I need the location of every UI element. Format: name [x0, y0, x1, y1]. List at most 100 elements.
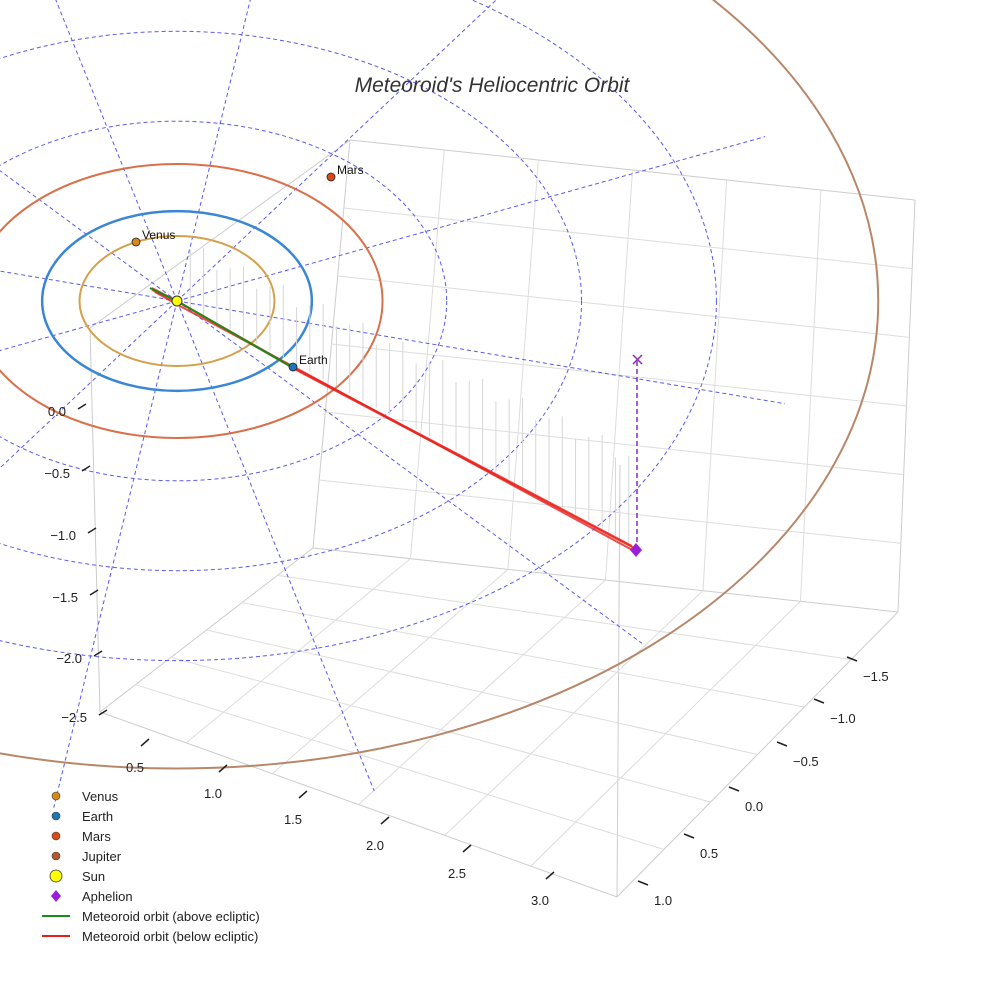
- y-tick-label: −1.5: [863, 669, 889, 684]
- legend-label: Aphelion: [82, 888, 133, 904]
- floor-grid-line: [277, 574, 852, 660]
- meteoroid-orbit: [149, 287, 638, 553]
- legend-swatch: [51, 831, 61, 841]
- legend-swatch: [49, 869, 63, 883]
- z-tick-mark: [98, 709, 108, 716]
- z-tick-mark: [81, 465, 91, 472]
- legend-swatch: [51, 890, 61, 902]
- legend-dot: [51, 791, 61, 801]
- legend-item: Mars: [38, 826, 260, 846]
- y-tick-mark: [813, 698, 825, 704]
- y-tick-mark: [683, 833, 695, 839]
- orbit-venus: [78, 235, 276, 367]
- orbit-earth: [40, 209, 314, 393]
- x-tick-mark: [298, 790, 308, 799]
- y-tick-label: 0.0: [745, 799, 763, 814]
- z-tick-mark: [93, 650, 103, 657]
- planet-label-mars: Mars: [337, 163, 364, 177]
- wall-grid-line: [800, 189, 822, 602]
- y-tick-mark: [637, 880, 649, 886]
- x-tick-label: 3.0: [531, 893, 549, 908]
- legend-dot: [51, 851, 61, 861]
- box-edge: [89, 327, 101, 713]
- planet-label-earth: Earth: [299, 353, 328, 367]
- x-tick-label: 2.0: [366, 838, 384, 853]
- orbit-mars: [0, 163, 384, 439]
- legend-item: Aphelion: [38, 886, 260, 906]
- z-tick-label: −2.0: [56, 651, 82, 666]
- z-tick-mark: [77, 403, 87, 410]
- x-tick-label: 0.5: [126, 760, 144, 775]
- y-tick-mark: [776, 741, 788, 747]
- wall-grid-line: [702, 179, 728, 591]
- x-tick-label: 1.5: [284, 812, 302, 827]
- box-edge: [616, 464, 621, 898]
- radial-spoke: [176, 300, 643, 644]
- y-tick-mark: [728, 786, 740, 792]
- sun-marker: [171, 295, 183, 307]
- z-tick-mark: [87, 527, 97, 534]
- planet-earth: [288, 362, 298, 372]
- legend-item: Venus: [38, 786, 260, 806]
- chart-title: Meteoroid's Heliocentric Orbit: [354, 74, 630, 97]
- legend-label: Mars: [82, 828, 111, 844]
- grid-lines: [135, 149, 913, 867]
- z-tick-label: −2.5: [61, 710, 87, 725]
- orbit-jupiter: [0, 0, 880, 770]
- legend-item: Earth: [38, 806, 260, 826]
- z-tick-mark: [89, 589, 99, 596]
- legend-label: Meteoroid orbit (below ecliptic): [82, 928, 259, 944]
- axes-box: [89, 139, 916, 898]
- x-tick-mark: [380, 816, 390, 825]
- legend-diamond: [51, 890, 61, 902]
- reference-circle: [0, 30, 582, 572]
- z-tick-label: −1.0: [50, 528, 76, 543]
- aphelion-marker: [630, 543, 642, 557]
- radial-spoke: [0, 300, 178, 469]
- markers: Venus Earth Mars: [131, 163, 643, 557]
- aphelion-projection-marker: [632, 354, 643, 365]
- planet-mars: [326, 172, 336, 182]
- legend-swatch: [51, 811, 61, 821]
- floor-grid-line: [530, 600, 801, 867]
- wall-grid-line: [337, 275, 910, 338]
- legend-dot: [51, 811, 61, 821]
- y-tick-label: 1.0: [654, 893, 672, 908]
- planet-orbits: [0, 0, 880, 770]
- x-tick-mark: [218, 764, 228, 773]
- y-tick-mark: [846, 656, 858, 662]
- legend-swatch: [42, 915, 70, 917]
- legend-item: Jupiter: [38, 846, 260, 866]
- legend-dot: [51, 831, 61, 841]
- x-tick-mark: [462, 844, 472, 853]
- radial-spoke: [176, 300, 786, 405]
- x-tick-mark: [140, 738, 150, 747]
- z-tick-label: 0.0: [48, 404, 66, 419]
- box-edge: [89, 139, 351, 329]
- legend-swatch: [42, 935, 70, 937]
- x-tick-mark: [545, 871, 555, 880]
- reference-circle: [0, 120, 448, 482]
- orbit-below-ecliptic: [151, 287, 633, 547]
- radial-spoke: [176, 0, 497, 302]
- legend-swatch: [51, 851, 61, 861]
- y-tick-label: 0.5: [700, 846, 718, 861]
- legend-swatch: [51, 791, 61, 801]
- legend-dot: [49, 869, 63, 883]
- radial-spoke: [0, 300, 178, 351]
- radial-spoke: [55, 0, 178, 302]
- wall-grid-line: [331, 343, 907, 407]
- x-tick-label: 1.0: [204, 786, 222, 801]
- radial-spoke: [176, 0, 251, 302]
- radial-spoke: [53, 300, 178, 808]
- planet-label-venus: Venus: [142, 228, 175, 242]
- radial-spoke: [176, 136, 766, 302]
- legend-label: Earth: [82, 808, 114, 824]
- reference-circles: [0, 0, 786, 808]
- height-stems: [189, 247, 630, 543]
- planet-venus: [131, 237, 141, 247]
- legend-item: Meteoroid orbit (below ecliptic): [38, 926, 260, 946]
- z-tick-label: −0.5: [44, 466, 70, 481]
- wall-grid-line: [343, 207, 913, 270]
